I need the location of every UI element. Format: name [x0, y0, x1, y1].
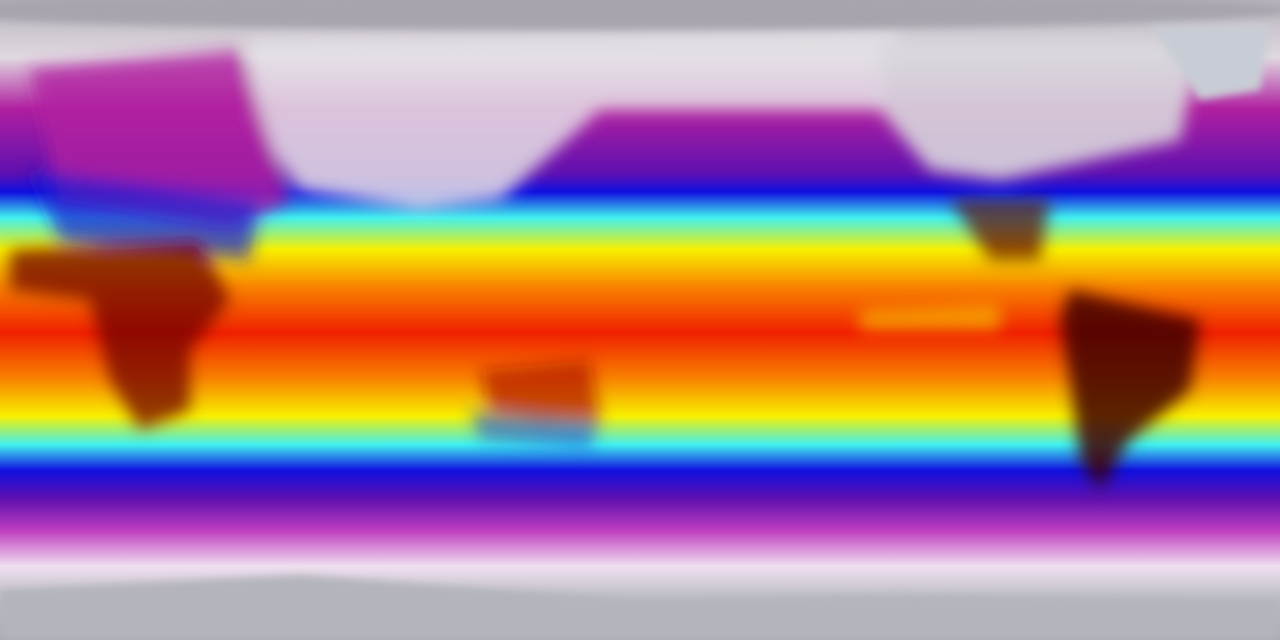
east-pacific-yellow-band [860, 305, 1000, 330]
south-america-hot-region [1060, 290, 1200, 490]
greenland [1150, 25, 1270, 100]
australia-hot-region [480, 360, 600, 420]
north-america-cold-region [880, 40, 1200, 180]
north-atlantic-blue-region [30, 170, 260, 260]
africa-hot-region [10, 240, 230, 430]
arctic-ocean-gray [0, 0, 1280, 30]
central-america-hot-region [950, 200, 1050, 260]
australia-south-cool-region [470, 410, 600, 450]
antarctica [0, 575, 1280, 640]
eurasia-cold-region [250, 30, 900, 210]
